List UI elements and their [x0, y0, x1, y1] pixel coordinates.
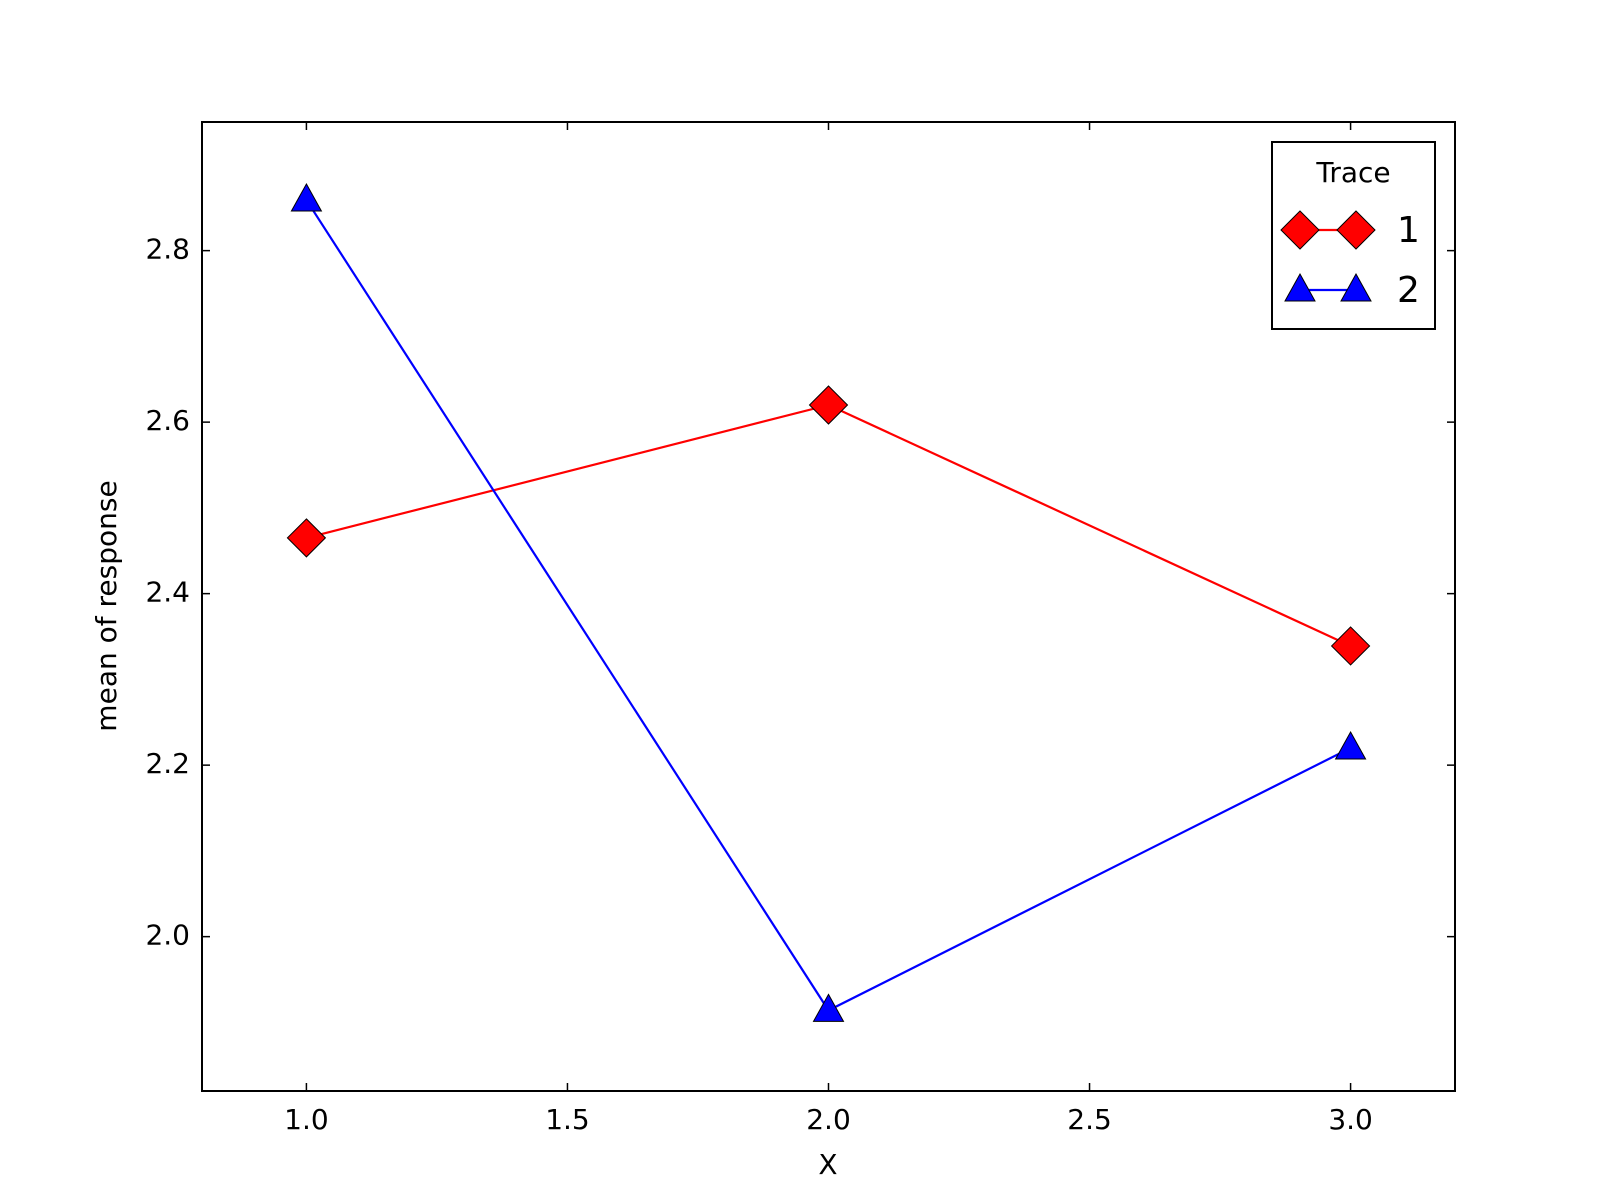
y-tick-label: 2.8 [145, 233, 190, 266]
x-tick-label: 2.0 [806, 1103, 851, 1136]
x-axis-label: X [818, 1148, 837, 1181]
x-tick-label: 1.0 [284, 1103, 329, 1136]
y-tick-label: 2.2 [145, 747, 190, 780]
x-tick-label: 2.5 [1067, 1103, 1112, 1136]
plot-frame [201, 121, 1456, 1092]
series-line [305, 199, 1352, 1012]
y-axis-label: mean of response [90, 480, 123, 731]
marker [290, 183, 323, 212]
marker [812, 993, 845, 1022]
y-tick-label: 2.6 [145, 404, 190, 437]
y-tick-label: 2.4 [145, 576, 190, 609]
marker [286, 518, 327, 558]
legend-label: 2 [1397, 270, 1420, 311]
marker [1334, 730, 1367, 760]
legend-label: 1 [1397, 210, 1420, 251]
legend-title: Trace [1315, 156, 1390, 189]
marker [1336, 210, 1376, 250]
marker [1340, 272, 1372, 302]
marker [1280, 210, 1320, 250]
marker [808, 385, 849, 425]
x-tick-label: 3.0 [1328, 1103, 1373, 1136]
marker [1330, 626, 1371, 666]
y-tick-label: 2.0 [145, 919, 190, 952]
marker [1284, 272, 1316, 302]
x-tick-label: 1.5 [545, 1103, 590, 1136]
